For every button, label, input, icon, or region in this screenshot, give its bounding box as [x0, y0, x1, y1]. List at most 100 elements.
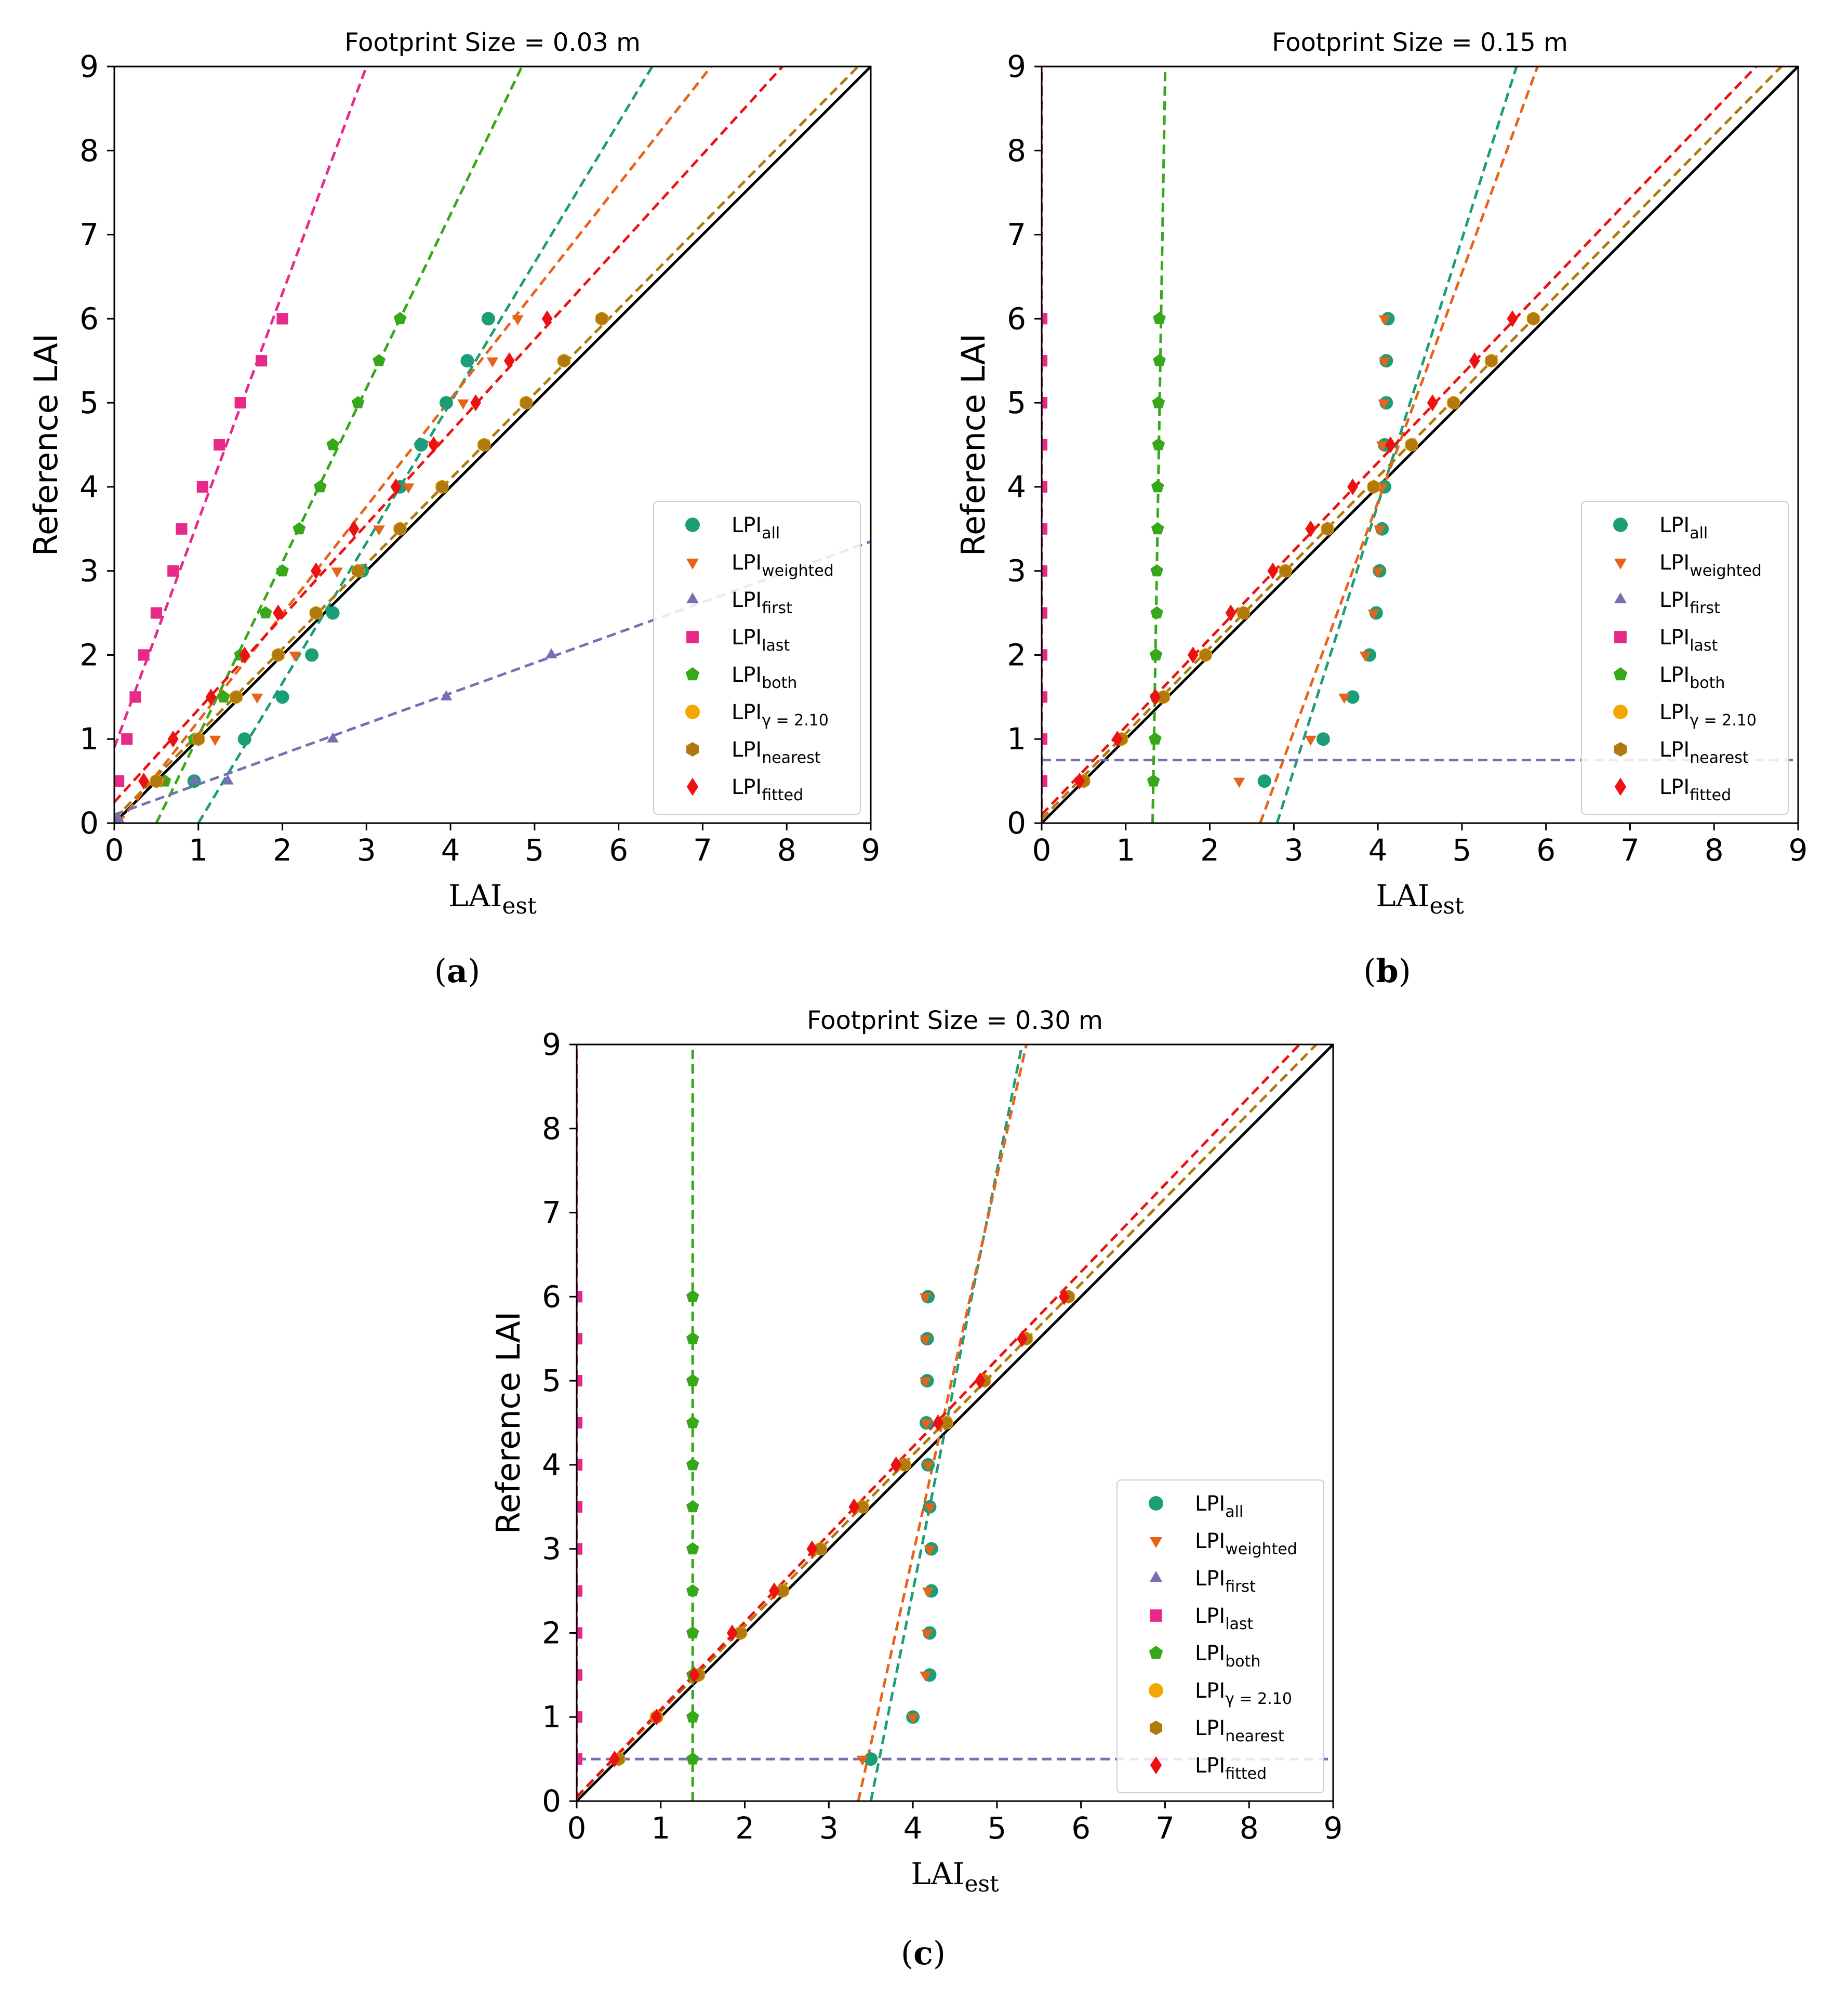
point-all: [440, 396, 454, 410]
point-nearest: [520, 396, 532, 410]
legend: LPIall LPIweighted LPIfirst LPIlast LPIboth L…: [1581, 501, 1789, 815]
point-fitted: [1267, 562, 1279, 579]
x-tick-label: 3: [357, 832, 376, 868]
legend-label-both: LPIboth: [1195, 1642, 1260, 1671]
caption-a: (a): [434, 952, 481, 990]
point-fitted: [390, 478, 402, 496]
x-tick-label: 4: [1368, 832, 1388, 868]
legend-marker-both: [1613, 667, 1628, 681]
point-both: [293, 522, 306, 535]
point-fitted: [1347, 478, 1358, 496]
point-all: [1257, 774, 1271, 788]
point-last: [577, 1711, 583, 1723]
point-weighted: [920, 1377, 932, 1388]
y-tick-label: 7: [542, 1195, 561, 1231]
legend: LPIall LPIweighted LPIfirst LPIlast LPIboth L…: [1116, 1479, 1324, 1793]
x-tick-label: 7: [693, 832, 712, 868]
point-last: [1042, 607, 1048, 619]
point-nearest: [814, 1542, 827, 1556]
point-both: [1151, 480, 1164, 493]
point-weighted: [907, 1713, 919, 1724]
point-weighted: [1374, 525, 1386, 536]
panel-b: Footprint Size = 0.15 m 00 1 1 2 2 3 3 4 4 5 5 6 6 7 7 8…: [954, 28, 1807, 919]
x-tick-label: 6: [1071, 1810, 1091, 1846]
point-fitted: [651, 1708, 662, 1726]
point-nearest: [777, 1584, 789, 1598]
point-fitted: [348, 520, 360, 538]
x-tick-label: 7: [1620, 832, 1640, 868]
point-weighted: [922, 1461, 934, 1472]
y-tick-label: 2: [1007, 637, 1026, 672]
point-both: [1150, 606, 1163, 619]
legend-label-all: LPIall: [1659, 513, 1708, 543]
legend-marker-all: [1149, 1496, 1163, 1511]
point-both: [686, 1290, 699, 1302]
legend-marker-nearest: [1149, 1721, 1163, 1735]
point-nearest: [436, 480, 448, 494]
panel-a: Footprint Size = 0.03 m 00 1 1 2 2 3 3 4 4 5 5 6 6 7 7 8…: [27, 28, 880, 919]
legend-marker-last: [1614, 631, 1627, 643]
legend-marker-both: [685, 667, 700, 681]
y-tick-label: 5: [1007, 385, 1026, 420]
y-tick-label: 4: [79, 469, 99, 505]
legend-label-gamma: LPIγ = 2.10: [1659, 700, 1757, 730]
y-tick-label: 0: [542, 1783, 561, 1819]
fit-line-fitted: [114, 67, 783, 803]
x-tick-label: 1: [189, 832, 208, 868]
point-fitted: [1074, 772, 1085, 790]
legend-label-both: LPIboth: [732, 663, 797, 692]
point-fitted: [848, 1498, 860, 1516]
point-nearest: [1485, 354, 1497, 368]
legend-marker-gamma: [1613, 705, 1628, 719]
y-tick-label: 8: [542, 1111, 561, 1146]
chart-title: Footprint Size = 0.30 m: [807, 1006, 1103, 1035]
chart-title: Footprint Size = 0.03 m: [344, 28, 641, 57]
point-last: [577, 1585, 583, 1597]
legend-marker-all: [1613, 518, 1628, 532]
x-tick-label: 3: [1284, 832, 1304, 868]
point-last: [577, 1543, 583, 1555]
legend-marker-weighted: [1614, 559, 1627, 570]
y-tick-label: 0: [1007, 805, 1026, 841]
point-both: [1152, 438, 1165, 451]
y-axis-label: Reference LAI: [954, 334, 992, 557]
point-fitted: [167, 730, 179, 748]
legend-marker-last: [686, 631, 699, 643]
point-fitted: [239, 646, 250, 664]
point-weighted: [486, 357, 499, 368]
legend-label-nearest: LPInearest: [1659, 738, 1749, 767]
x-tick-label: 0: [1032, 832, 1052, 868]
point-weighted: [924, 1545, 936, 1556]
point-fitted: [1225, 604, 1237, 621]
point-last: [1042, 481, 1048, 493]
point-weighted: [924, 1503, 936, 1514]
point-weighted: [251, 693, 263, 704]
legend-marker-first: [1614, 592, 1627, 603]
point-weighted: [512, 315, 524, 326]
point-weighted: [1376, 441, 1388, 452]
legend: LPIall LPIweighted LPIfirst LPIlast LPIboth L…: [653, 501, 861, 815]
x-axis-label: LAIest: [911, 1856, 999, 1897]
legend-marker-gamma: [685, 705, 700, 719]
point-both: [1152, 396, 1165, 408]
point-both: [314, 480, 327, 493]
point-weighted: [209, 735, 221, 746]
x-tick-label: 4: [441, 832, 460, 868]
point-all: [1316, 732, 1330, 746]
legend-marker-fitted: [1150, 1756, 1162, 1775]
y-tick-label: 6: [79, 301, 99, 336]
point-weighted: [1378, 399, 1390, 410]
legend-label-last: LPIlast: [1659, 626, 1718, 655]
point-weighted: [920, 1293, 932, 1304]
y-tick-label: 7: [79, 217, 99, 253]
point-both: [1147, 774, 1160, 787]
x-tick-label: 3: [819, 1810, 839, 1846]
point-both: [1150, 564, 1163, 577]
point-nearest: [1200, 648, 1212, 662]
x-tick-label: 6: [609, 832, 628, 868]
y-tick-label: 6: [542, 1279, 561, 1314]
point-weighted: [331, 567, 343, 578]
point-fitted: [1427, 394, 1438, 412]
point-fitted: [609, 1750, 620, 1768]
point-both: [1151, 522, 1164, 535]
